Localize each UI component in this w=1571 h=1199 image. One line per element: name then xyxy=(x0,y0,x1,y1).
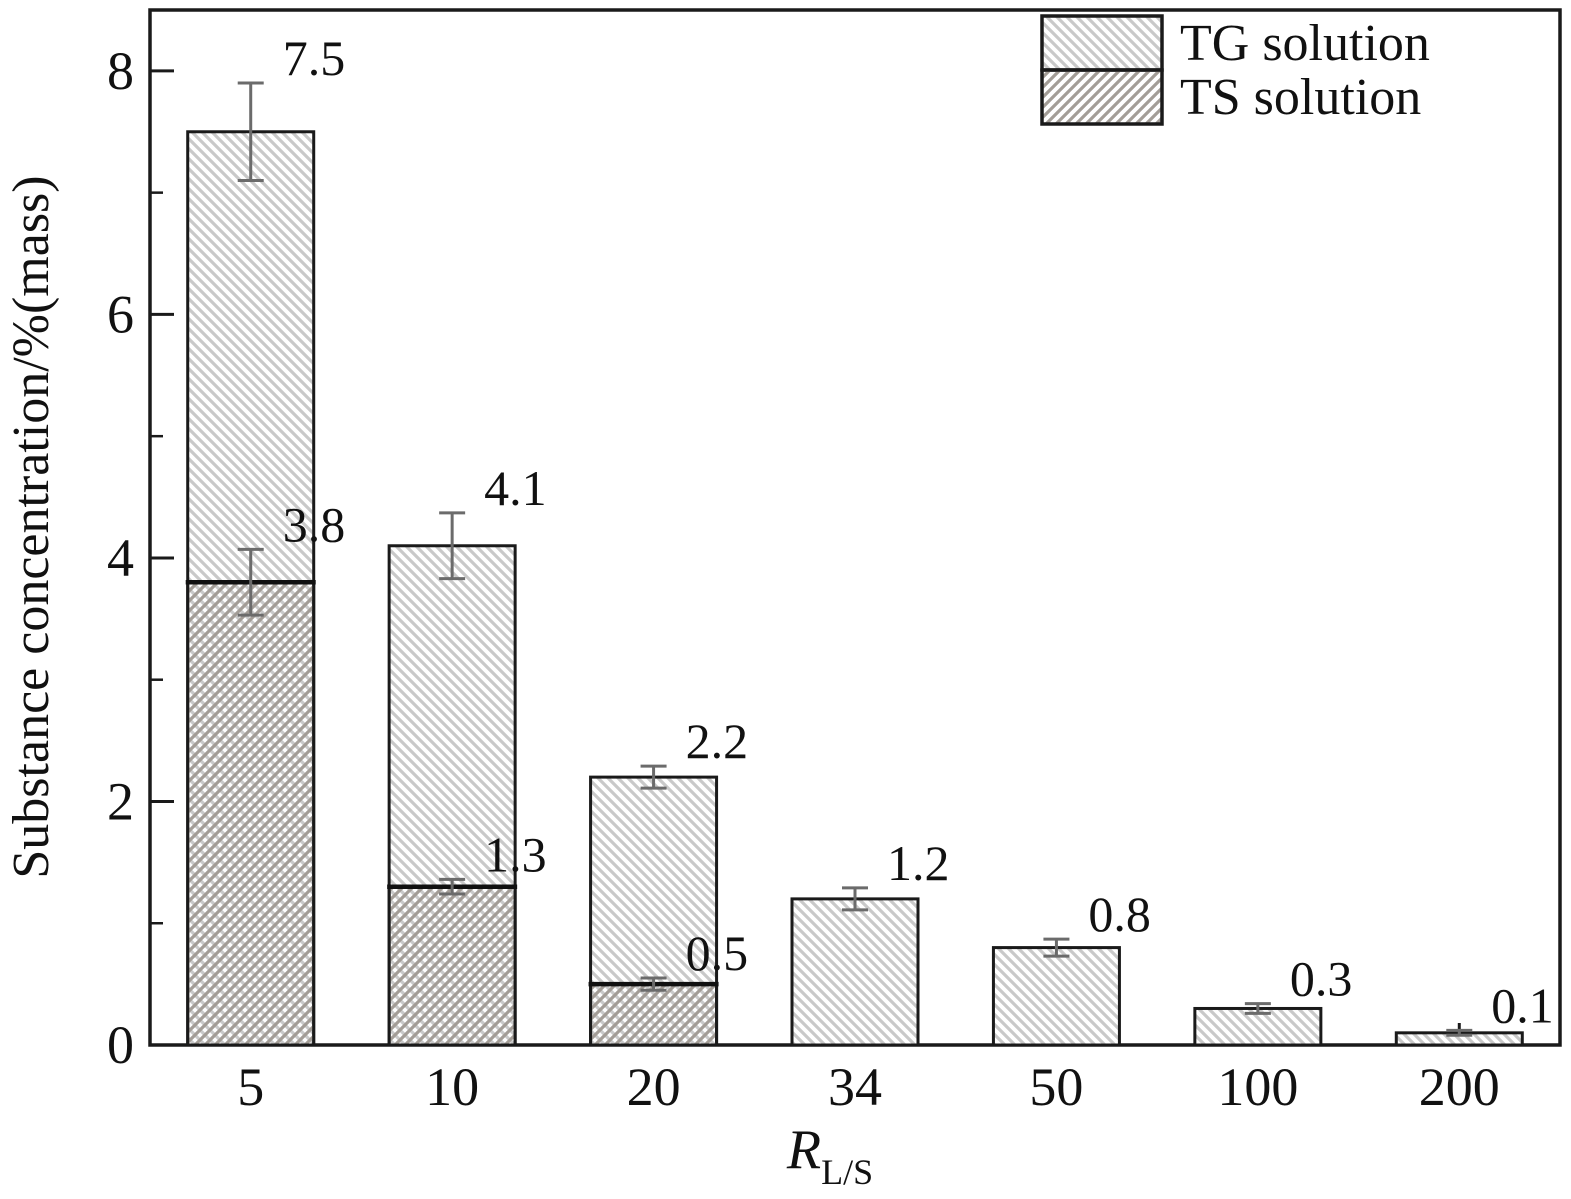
bar-ts-5 xyxy=(186,580,316,1047)
value-label: 0.1 xyxy=(1491,977,1554,1033)
x-axis-label-sub: L/S xyxy=(821,1152,873,1192)
x-tick-label: 50 xyxy=(1029,1057,1083,1117)
value-label: 0.3 xyxy=(1290,951,1353,1007)
x-axis-label-main: R xyxy=(786,1119,821,1181)
y-tick-label: 2 xyxy=(107,771,134,831)
legend-label-tg: TG solution xyxy=(1180,15,1430,72)
error-bar xyxy=(1446,1028,1473,1037)
bar-tg-34 xyxy=(790,897,920,1047)
x-tick-label: 5 xyxy=(237,1057,264,1117)
error-bar xyxy=(640,976,667,992)
x-tick-label: 20 xyxy=(627,1057,681,1117)
error-bar xyxy=(1244,1002,1271,1015)
value-label: 3.8 xyxy=(283,496,346,552)
value-label: 1.2 xyxy=(887,835,950,891)
value-label: 4.1 xyxy=(484,460,546,516)
error-bar xyxy=(1043,937,1070,958)
legend-swatch-ts xyxy=(1040,68,1164,126)
x-tick-label: 10 xyxy=(425,1057,479,1117)
x-tick-label: 34 xyxy=(828,1057,882,1117)
y-tick-label: 0 xyxy=(107,1015,134,1075)
error-bar xyxy=(439,511,466,581)
error-bar xyxy=(842,886,868,912)
value-label: 7.5 xyxy=(283,30,346,86)
legend: TG solution TS solution xyxy=(1040,14,1430,126)
legend-label-ts: TS solution xyxy=(1180,69,1421,126)
error-bar xyxy=(237,547,264,617)
y-tick-label: 6 xyxy=(107,284,134,344)
error-bar xyxy=(640,764,667,790)
x-axis-label: RL/S xyxy=(786,1119,873,1192)
value-label: 2.2 xyxy=(686,713,749,769)
y-axis-label: Substance concentration/%(mass) xyxy=(3,175,60,878)
plot-area: 0 2 4 6 8 5 10 20 34 50 100 200 7.5 4.1 2.2 1.2 0.8 0.3 0.… xyxy=(107,8,1562,1117)
legend-swatch-tg xyxy=(1040,14,1164,72)
y-tick-label: 8 xyxy=(107,41,134,101)
x-tick-label: 200 xyxy=(1419,1057,1500,1117)
x-tick-label: 100 xyxy=(1217,1057,1298,1117)
value-label: 0.5 xyxy=(686,925,749,981)
y-tick-label: 4 xyxy=(107,528,134,588)
error-bar xyxy=(439,877,466,896)
bar-tg-50 xyxy=(991,946,1121,1047)
value-label: 1.3 xyxy=(484,826,546,882)
value-label: 0.8 xyxy=(1088,886,1151,942)
bar-ts-20 xyxy=(589,982,719,1047)
error-bar xyxy=(237,81,264,182)
bar-ts-10 xyxy=(387,885,517,1047)
